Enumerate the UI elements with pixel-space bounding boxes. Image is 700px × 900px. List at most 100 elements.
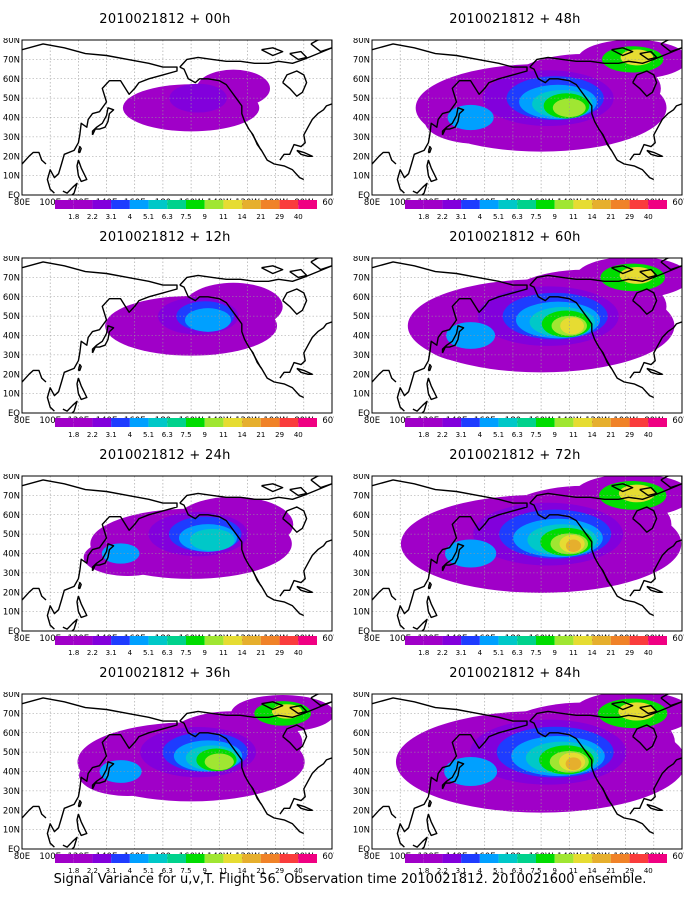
- colorbar: 1.8 2.2 3.1 4 5.1 6.3 7.5 9 11 14 21 29 40: [55, 636, 319, 662]
- colorbar-swatch: [92, 418, 112, 427]
- colorbar-label: 2.2: [437, 649, 448, 657]
- colorbar-swatch: [554, 636, 574, 645]
- coastline: [441, 543, 465, 572]
- colorbar-swatch: [479, 854, 499, 863]
- coastline: [76, 813, 88, 837]
- colorbar-swatch: [186, 636, 205, 645]
- colorbar-label: 5.1: [143, 649, 154, 657]
- colorbar-swatch: [423, 636, 443, 645]
- lon-tick-label: 60W: [322, 634, 334, 644]
- colorbar-label: 29: [625, 431, 634, 439]
- colorbar: 1.8 2.2 3.1 4 5.1 6.3 7.5 9 11 14 21 29 40: [405, 418, 669, 444]
- colorbar-swatch: [73, 418, 93, 427]
- colorbar-label: 21: [256, 867, 265, 875]
- colorbar-swatch: [279, 418, 299, 427]
- coastline: [646, 149, 663, 158]
- lat-tick-label: 10N: [353, 172, 370, 182]
- map-panel: 2010021812 + 36h EQ 10N 20N 30N 40N 50N 60N 70N 8…: [0, 658, 342, 878]
- coastline: [261, 701, 284, 711]
- colorbar-swatch: [517, 200, 536, 209]
- lat-tick-label: 70N: [353, 273, 370, 283]
- colorbar-label: 7.5: [180, 867, 191, 875]
- colorbar-swatch: [111, 854, 130, 863]
- map-panel: 2010021812 + 72h EQ 10N 20N 30N 40N 50N 60N 70N 8…: [350, 440, 692, 660]
- panel-title: 2010021812 + 60h: [449, 230, 581, 245]
- colorbar-swatch: [242, 636, 261, 645]
- coastline: [660, 40, 682, 53]
- coastline: [660, 258, 682, 271]
- coastline: [426, 595, 438, 619]
- coastline: [601, 568, 613, 587]
- coastline: [310, 694, 332, 707]
- lat-tick-label: EQ: [358, 845, 370, 855]
- colorbar-swatch: [204, 200, 224, 209]
- colorbar-swatch: [148, 418, 168, 427]
- lat-tick-label: 60N: [353, 729, 370, 739]
- colorbar-swatch: [148, 636, 168, 645]
- lon-tick-label: 100E: [39, 416, 61, 426]
- coastline: [282, 506, 308, 533]
- colorbar-label: 9: [552, 649, 556, 657]
- panel-title: 2010021812 + 00h: [99, 12, 231, 27]
- coastline: [426, 159, 438, 183]
- colorbar-swatch: [498, 200, 518, 209]
- lon-tick-label: 60W: [672, 852, 684, 862]
- coastline: [261, 483, 284, 493]
- colorbar-label: 6.3: [162, 867, 173, 875]
- lat-tick-label: 60N: [3, 511, 20, 521]
- coastline: [427, 363, 432, 372]
- coastline: [601, 132, 613, 151]
- map-plot: EQ10N20N30N40N50N60N70N80N80E100E120E140…: [353, 36, 692, 208]
- colorbar-label: 11: [569, 213, 578, 221]
- colorbar-swatch: [648, 636, 667, 645]
- coastline: [632, 288, 658, 315]
- coastline: [372, 369, 397, 383]
- coastline: [179, 502, 305, 617]
- colorbar-label: 1.8: [68, 867, 79, 875]
- coastline: [629, 321, 682, 379]
- coastline: [639, 50, 658, 61]
- lat-tick-label: EQ: [8, 191, 20, 201]
- colorbar-label: 11: [569, 867, 578, 875]
- colorbar-label: 40: [644, 213, 653, 221]
- colorbar-label: 21: [606, 213, 615, 221]
- coastline: [639, 486, 658, 497]
- colorbar-label: 5.1: [143, 431, 154, 439]
- colorbar-swatch: [405, 200, 424, 209]
- colorbar-label: 5.1: [143, 867, 154, 875]
- colorbar-swatch: [298, 854, 317, 863]
- coastline: [261, 265, 284, 275]
- lat-tick-label: 80N: [353, 256, 370, 264]
- coastline: [179, 66, 305, 181]
- colorbar-label: 29: [625, 213, 634, 221]
- map-panel: 2010021812 + 00h EQ 10N 20N 30N 40N 50N 60N 70N 8…: [0, 4, 342, 224]
- map-panel: 2010021812 + 60h EQ 10N 20N 30N 40N 50N 60N 70N 8…: [350, 222, 692, 444]
- colorbar-label: 2.2: [437, 213, 448, 221]
- colorbar-swatch: [260, 418, 280, 427]
- colorbar-swatch: [260, 854, 280, 863]
- coastline: [289, 704, 308, 715]
- colorbar-swatch: [592, 418, 611, 427]
- lat-tick-label: 80N: [353, 38, 370, 46]
- colorbar-swatch: [223, 200, 243, 209]
- lat-tick-label: 40N: [353, 768, 370, 778]
- lat-tick-label: 50N: [3, 312, 20, 322]
- coastline: [251, 786, 263, 805]
- colorbar-label: 29: [275, 213, 284, 221]
- colorbar-label: 3.1: [106, 867, 117, 875]
- variance-contour: [189, 528, 235, 551]
- colorbar-swatch: [648, 418, 667, 427]
- colorbar-swatch: [461, 418, 480, 427]
- panel-title: 2010021812 + 84h: [449, 666, 581, 681]
- colorbar-swatch: [260, 200, 280, 209]
- colorbar-label: 40: [644, 649, 653, 657]
- coastline: [296, 367, 313, 376]
- colorbar-label: 4: [478, 431, 483, 439]
- coastline: [77, 799, 82, 808]
- colorbar-label: 21: [606, 867, 615, 875]
- lat-tick-label: 80N: [353, 692, 370, 700]
- colorbar-label: 1.8: [418, 649, 429, 657]
- colorbar-label: 11: [219, 649, 228, 657]
- lat-tick-label: EQ: [8, 845, 20, 855]
- colorbar-swatch: [592, 854, 611, 863]
